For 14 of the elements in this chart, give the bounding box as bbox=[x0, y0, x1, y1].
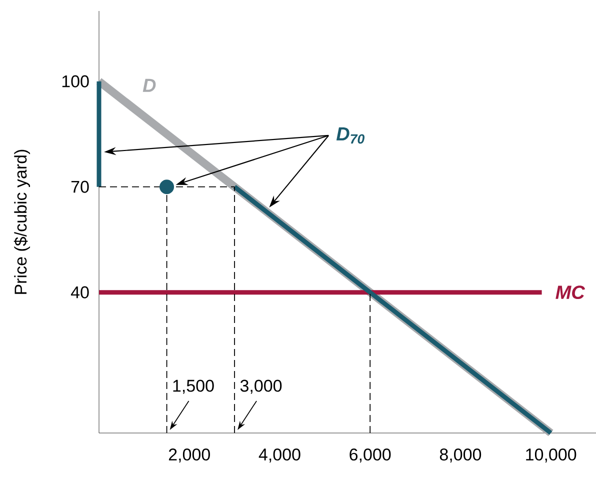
x-tick-label: 10,000 bbox=[526, 448, 576, 463]
series-label: MC bbox=[556, 286, 586, 300]
text: D$_{70}$ bbox=[336, 127, 364, 144]
annotation: 1,500 bbox=[173, 380, 214, 394]
y-tick-label: 100 bbox=[62, 75, 89, 88]
y-axis-title: Price ($/cubic yard) bbox=[14, 150, 30, 294]
y-tick-label: 40 bbox=[70, 286, 89, 298]
x-tick-label: 4,000 bbox=[258, 448, 300, 463]
x-tick-label: 6,000 bbox=[350, 448, 391, 463]
y-tick-label: 70 bbox=[71, 180, 89, 193]
series-label: D bbox=[142, 78, 156, 92]
annotation: 3,000 bbox=[240, 380, 282, 394]
x-tick-label: 2,000 bbox=[168, 448, 210, 463]
x-tick-label: 8,000 bbox=[440, 448, 482, 463]
